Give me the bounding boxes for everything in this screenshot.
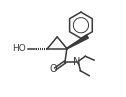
Text: N: N xyxy=(73,57,80,67)
Text: O: O xyxy=(49,64,57,74)
Text: HO: HO xyxy=(12,44,26,53)
Polygon shape xyxy=(67,35,88,49)
